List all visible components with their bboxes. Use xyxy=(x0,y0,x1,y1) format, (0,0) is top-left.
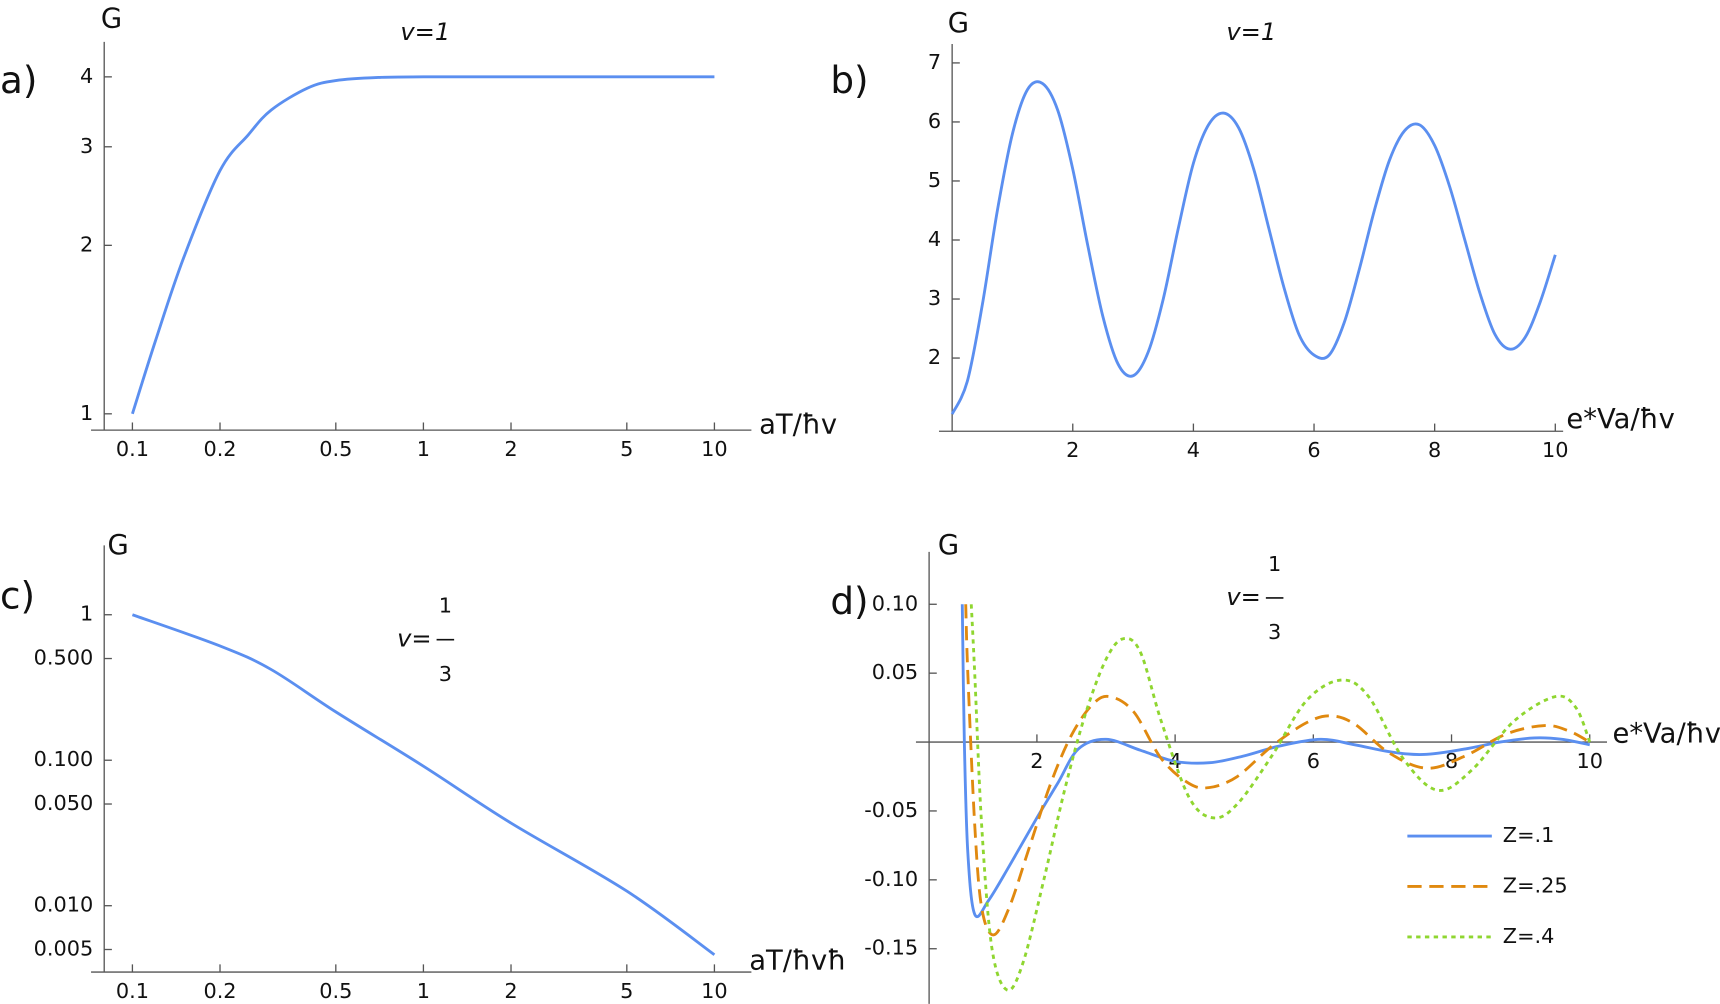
y-tick-label: 0.010 xyxy=(34,893,94,917)
x-tick-label: 2 xyxy=(1066,438,1079,462)
nu-numerator: 1 xyxy=(1268,552,1281,576)
x-tick-label: 10 xyxy=(1576,749,1603,773)
x-tick-label: 1 xyxy=(417,437,430,461)
nu-label: v= xyxy=(397,625,432,653)
x-axis-label: e*Va/ħv xyxy=(1613,719,1720,750)
data-line xyxy=(131,75,715,415)
data-line xyxy=(950,80,1557,415)
y-tick-label: 0.005 xyxy=(34,937,94,961)
x-tick-label: 2 xyxy=(504,979,517,1003)
y-tick-label: 5 xyxy=(928,168,941,192)
x-tick-label: 10 xyxy=(1542,438,1569,462)
panel-label: d) xyxy=(830,579,868,623)
y-tick-label: -0.05 xyxy=(864,798,918,822)
plot-area xyxy=(950,80,1557,415)
x-tick-label: 10 xyxy=(701,979,728,1003)
y-tick-label: 0.050 xyxy=(34,791,94,815)
y-axis-label: G xyxy=(938,530,959,561)
x-tick-label: 0.1 xyxy=(116,437,149,461)
x-axis-label: e*Va/ħv xyxy=(1566,404,1674,435)
legend-label: Z=.1 xyxy=(1503,823,1555,847)
nu-denominator: 3 xyxy=(1268,620,1281,644)
data-line xyxy=(131,613,716,956)
legend-label: Z=.4 xyxy=(1503,924,1555,948)
y-tick-label: 1 xyxy=(80,602,93,626)
nu-denominator: 3 xyxy=(439,662,452,686)
panel-label: b) xyxy=(830,58,868,102)
x-tick-label: 1 xyxy=(417,979,430,1003)
y-tick-label: 2 xyxy=(80,232,93,256)
y-tick-label: 0.500 xyxy=(34,646,94,670)
plot-area xyxy=(960,604,1592,992)
y-tick-label: 4 xyxy=(928,227,941,251)
x-tick-label: 5 xyxy=(620,437,633,461)
y-tick-label: 0.100 xyxy=(34,747,94,771)
x-tick-label: 4 xyxy=(1187,438,1200,462)
y-tick-label: -0.10 xyxy=(864,867,918,891)
panel-label: a) xyxy=(0,58,37,102)
x-tick-label: 10 xyxy=(701,437,728,461)
plot-area xyxy=(131,75,715,415)
x-tick-label: 8 xyxy=(1428,438,1441,462)
y-tick-label: 0.05 xyxy=(872,660,918,684)
y-tick-label: 4 xyxy=(80,64,93,88)
x-tick-label: 2 xyxy=(1030,749,1043,773)
y-tick-label: -0.15 xyxy=(864,936,918,960)
plot-area xyxy=(131,613,716,956)
y-axis-label: G xyxy=(101,3,122,34)
y-tick-label: 0.10 xyxy=(872,591,918,615)
nu-label: v=1 xyxy=(1226,18,1276,46)
nu-label: v= xyxy=(1226,583,1261,611)
x-tick-label: 0.2 xyxy=(203,437,236,461)
data-line xyxy=(964,604,1591,937)
nu-label: v=1 xyxy=(400,18,450,46)
y-tick-label: 3 xyxy=(928,286,941,310)
legend-label: Z=.25 xyxy=(1503,873,1568,897)
y-axis-label: G xyxy=(948,8,969,39)
y-tick-label: 1 xyxy=(80,401,93,425)
y-tick-label: 2 xyxy=(928,345,941,369)
x-tick-label: 2 xyxy=(504,437,517,461)
x-tick-label: 0.5 xyxy=(319,979,352,1003)
data-line xyxy=(969,604,1592,992)
x-axis-label: aT/ħv xyxy=(759,409,837,440)
x-tick-label: 0.5 xyxy=(319,437,352,461)
x-tick-label: 6 xyxy=(1307,749,1320,773)
y-tick-label: 3 xyxy=(80,134,93,158)
y-tick-label: 6 xyxy=(928,109,941,133)
x-tick-label: 0.2 xyxy=(203,979,236,1003)
x-tick-label: 0.1 xyxy=(116,979,149,1003)
x-tick-label: 6 xyxy=(1307,438,1320,462)
y-axis-label: G xyxy=(108,530,129,561)
x-tick-label: 5 xyxy=(620,979,633,1003)
y-tick-label: 7 xyxy=(928,50,941,74)
data-line xyxy=(960,604,1591,919)
x-axis-label: aT/ħvħ xyxy=(749,946,846,977)
nu-numerator: 1 xyxy=(439,594,452,618)
panel-label: c) xyxy=(0,573,35,617)
